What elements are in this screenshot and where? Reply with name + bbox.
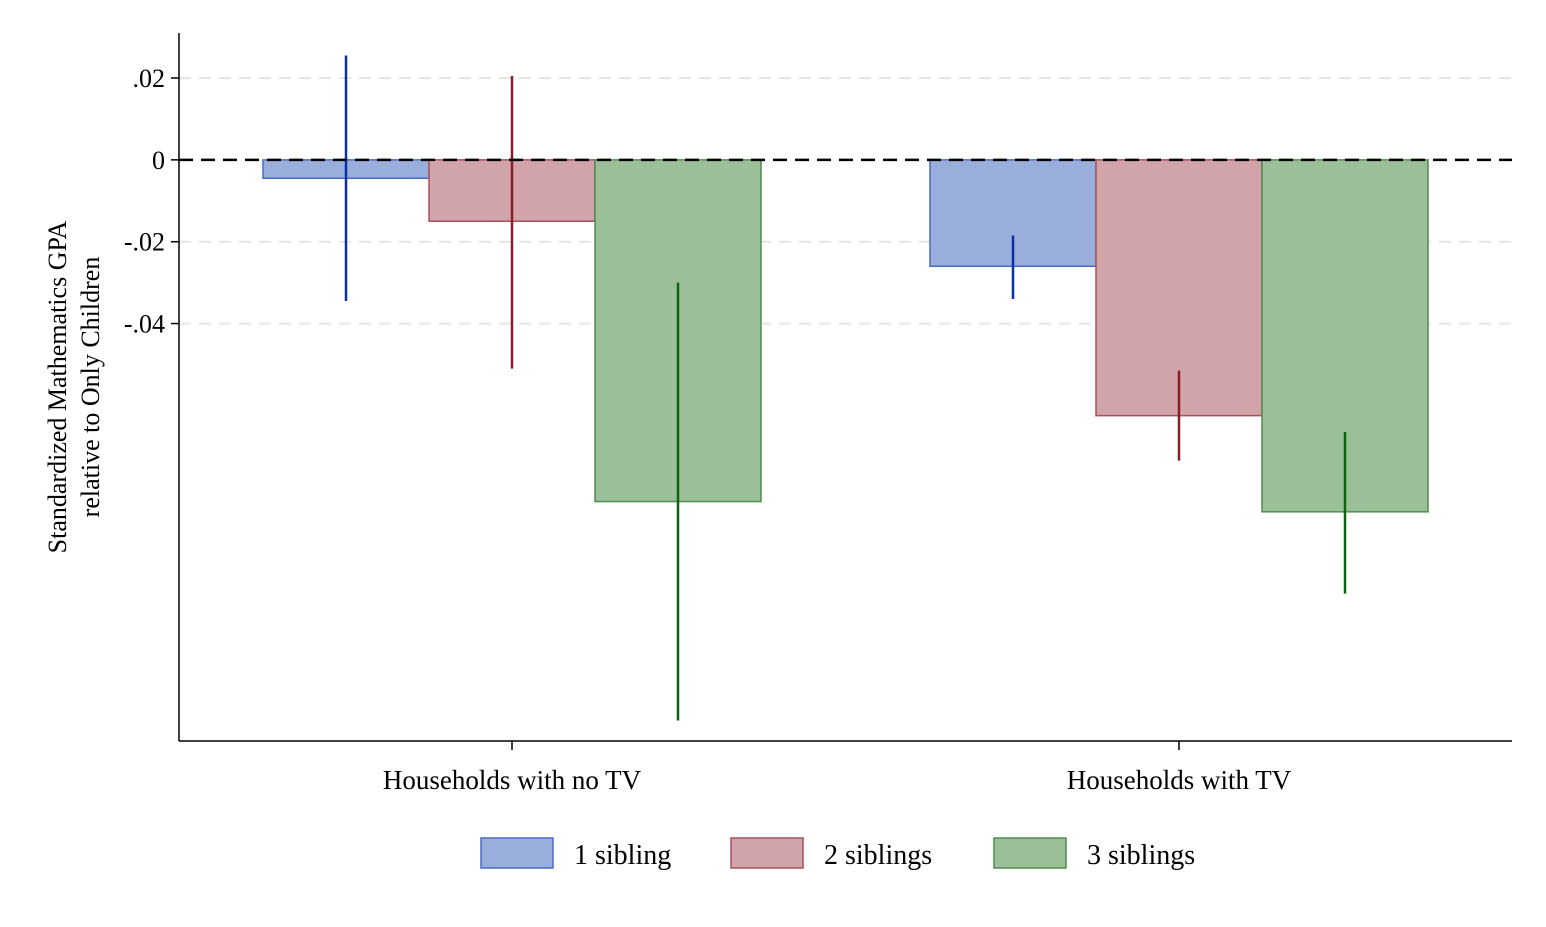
axes bbox=[178, 33, 1512, 742]
y-tick-label: -.04 bbox=[124, 310, 165, 339]
legend-swatch bbox=[993, 837, 1067, 869]
y-axis-title-line2: relative to Only Children bbox=[76, 257, 105, 518]
x-ticks: Households with no TV Households with TV bbox=[383, 741, 1292, 795]
x-tick-label: Households with no TV bbox=[383, 765, 642, 795]
bars bbox=[262, 159, 1429, 513]
y-tick-label: -.02 bbox=[124, 228, 165, 257]
legend-swatch bbox=[730, 837, 804, 869]
legend-swatch bbox=[480, 837, 554, 869]
legend-label: 1 sibling bbox=[574, 840, 671, 871]
y-tick-label: .02 bbox=[133, 64, 166, 93]
error-bars bbox=[344, 55, 1347, 721]
y-axis-title: Standardized Mathematics GPA bbox=[43, 220, 72, 553]
legend-label: 2 siblings bbox=[824, 840, 932, 871]
y-ticks: .02 0 -.02 -.04 bbox=[124, 64, 179, 339]
y-tick-label: 0 bbox=[152, 146, 165, 175]
legend: 1 sibling 2 siblings 3 siblings bbox=[480, 837, 1195, 871]
x-tick-label: Households with TV bbox=[1067, 765, 1292, 795]
legend-label: 3 siblings bbox=[1087, 840, 1195, 871]
